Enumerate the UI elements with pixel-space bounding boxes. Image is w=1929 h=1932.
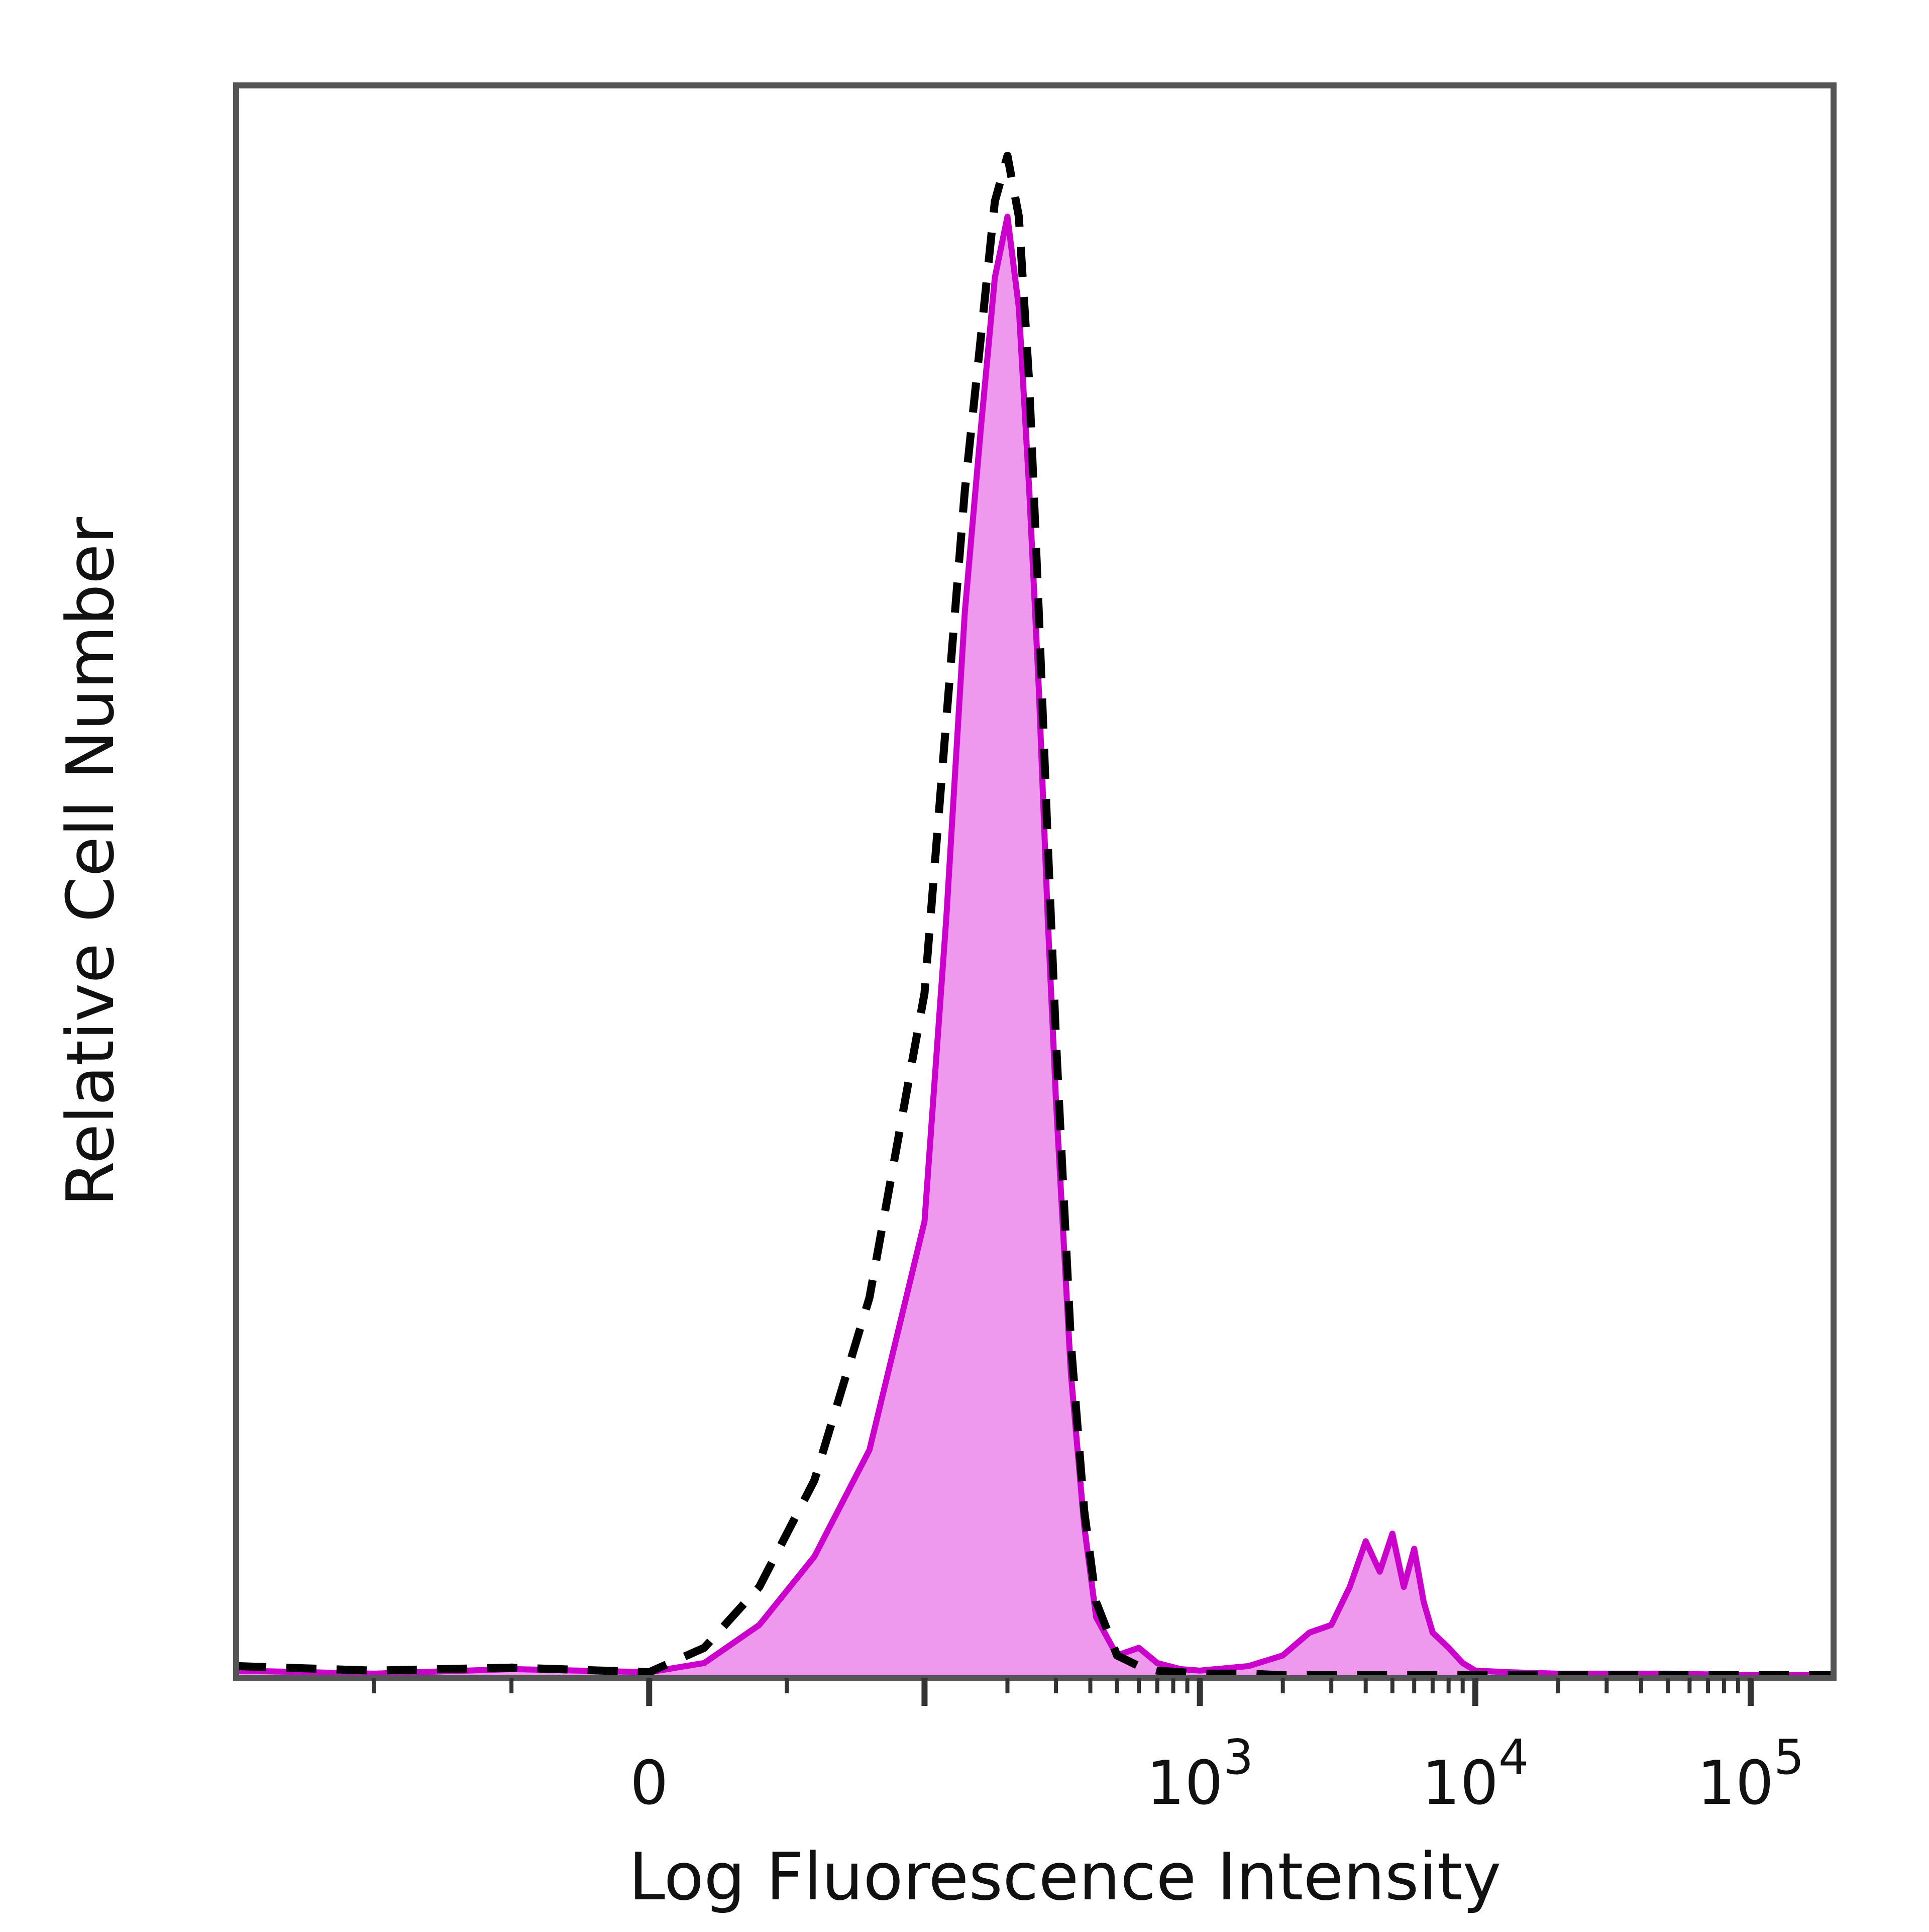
x-tick-label: 0: [630, 1749, 668, 1818]
x-tick-label: 104: [1422, 1730, 1529, 1818]
y-axis-title: Relative Cell Number: [52, 517, 129, 1206]
plot-frame: [233, 82, 1837, 1681]
plot-layer: [236, 152, 1834, 1679]
x-tick-label: 103: [1146, 1730, 1253, 1818]
series-0-area: [236, 217, 1834, 1679]
x-tick-label: 105: [1697, 1730, 1804, 1818]
x-tick-exponent: 4: [1498, 1730, 1529, 1785]
series-1-line: [236, 152, 1834, 1679]
x-tick-exponent: 3: [1223, 1730, 1253, 1785]
series-0-line: [236, 214, 1834, 1678]
x-tick-exponent: 5: [1774, 1730, 1804, 1785]
x-axis-title: Log Fluorescence Intensity: [628, 1839, 1501, 1915]
